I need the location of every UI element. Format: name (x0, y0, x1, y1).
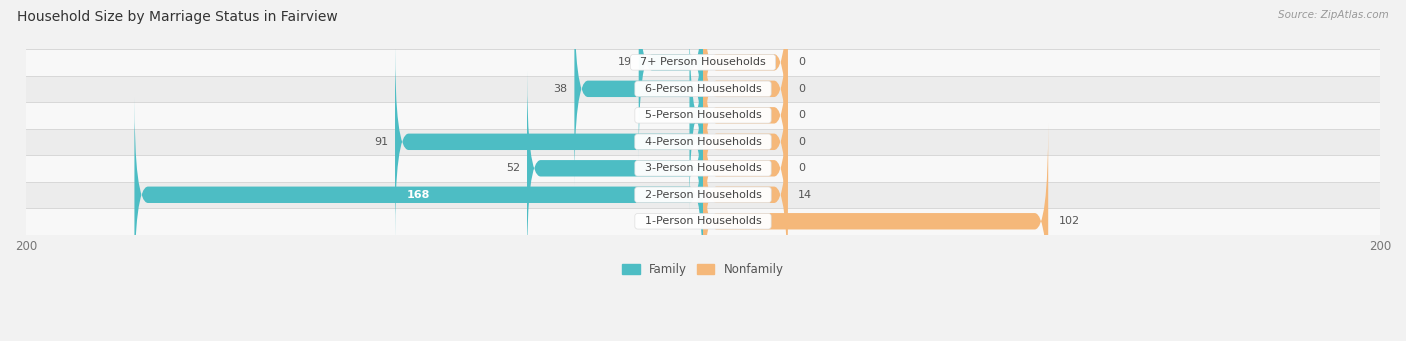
Bar (27, 102, 1379, 129)
Text: 14: 14 (797, 190, 811, 200)
Text: 91: 91 (374, 137, 388, 147)
Bar (27, 181, 1379, 208)
Text: 1-Person Households: 1-Person Households (638, 216, 768, 226)
Text: Source: ZipAtlas.com: Source: ZipAtlas.com (1278, 10, 1389, 20)
Text: 102: 102 (1059, 216, 1080, 226)
Text: 0: 0 (797, 163, 804, 173)
Text: Household Size by Marriage Status in Fairview: Household Size by Marriage Status in Fai… (17, 10, 337, 24)
Text: 0: 0 (797, 84, 804, 94)
Text: 52: 52 (506, 163, 520, 173)
Bar (27, 76, 1379, 102)
Bar (27, 155, 1379, 181)
FancyBboxPatch shape (527, 71, 703, 266)
Bar (27, 208, 1379, 235)
Bar (27, 49, 1379, 76)
FancyBboxPatch shape (703, 123, 1049, 319)
FancyBboxPatch shape (703, 18, 787, 213)
FancyBboxPatch shape (575, 0, 703, 187)
Text: 4-Person Households: 4-Person Households (637, 137, 769, 147)
Text: 4: 4 (675, 110, 683, 120)
Text: 0: 0 (797, 57, 804, 67)
FancyBboxPatch shape (395, 44, 703, 239)
Text: 6-Person Households: 6-Person Households (638, 84, 768, 94)
Text: 38: 38 (554, 84, 568, 94)
FancyBboxPatch shape (703, 44, 787, 239)
Bar (27, 129, 1379, 155)
Text: 0: 0 (797, 137, 804, 147)
FancyBboxPatch shape (703, 0, 787, 187)
FancyBboxPatch shape (703, 0, 787, 160)
Text: 7+ Person Households: 7+ Person Households (633, 57, 773, 67)
Text: 3-Person Households: 3-Person Households (638, 163, 768, 173)
Text: 5-Person Households: 5-Person Households (638, 110, 768, 120)
FancyBboxPatch shape (703, 71, 787, 266)
FancyBboxPatch shape (638, 0, 703, 160)
FancyBboxPatch shape (135, 97, 703, 293)
Text: 2-Person Households: 2-Person Households (637, 190, 769, 200)
Text: 19: 19 (617, 57, 631, 67)
FancyBboxPatch shape (703, 97, 787, 293)
FancyBboxPatch shape (689, 18, 703, 213)
Text: 0: 0 (797, 110, 804, 120)
Legend: Family, Nonfamily: Family, Nonfamily (617, 258, 789, 281)
Text: 168: 168 (406, 190, 430, 200)
